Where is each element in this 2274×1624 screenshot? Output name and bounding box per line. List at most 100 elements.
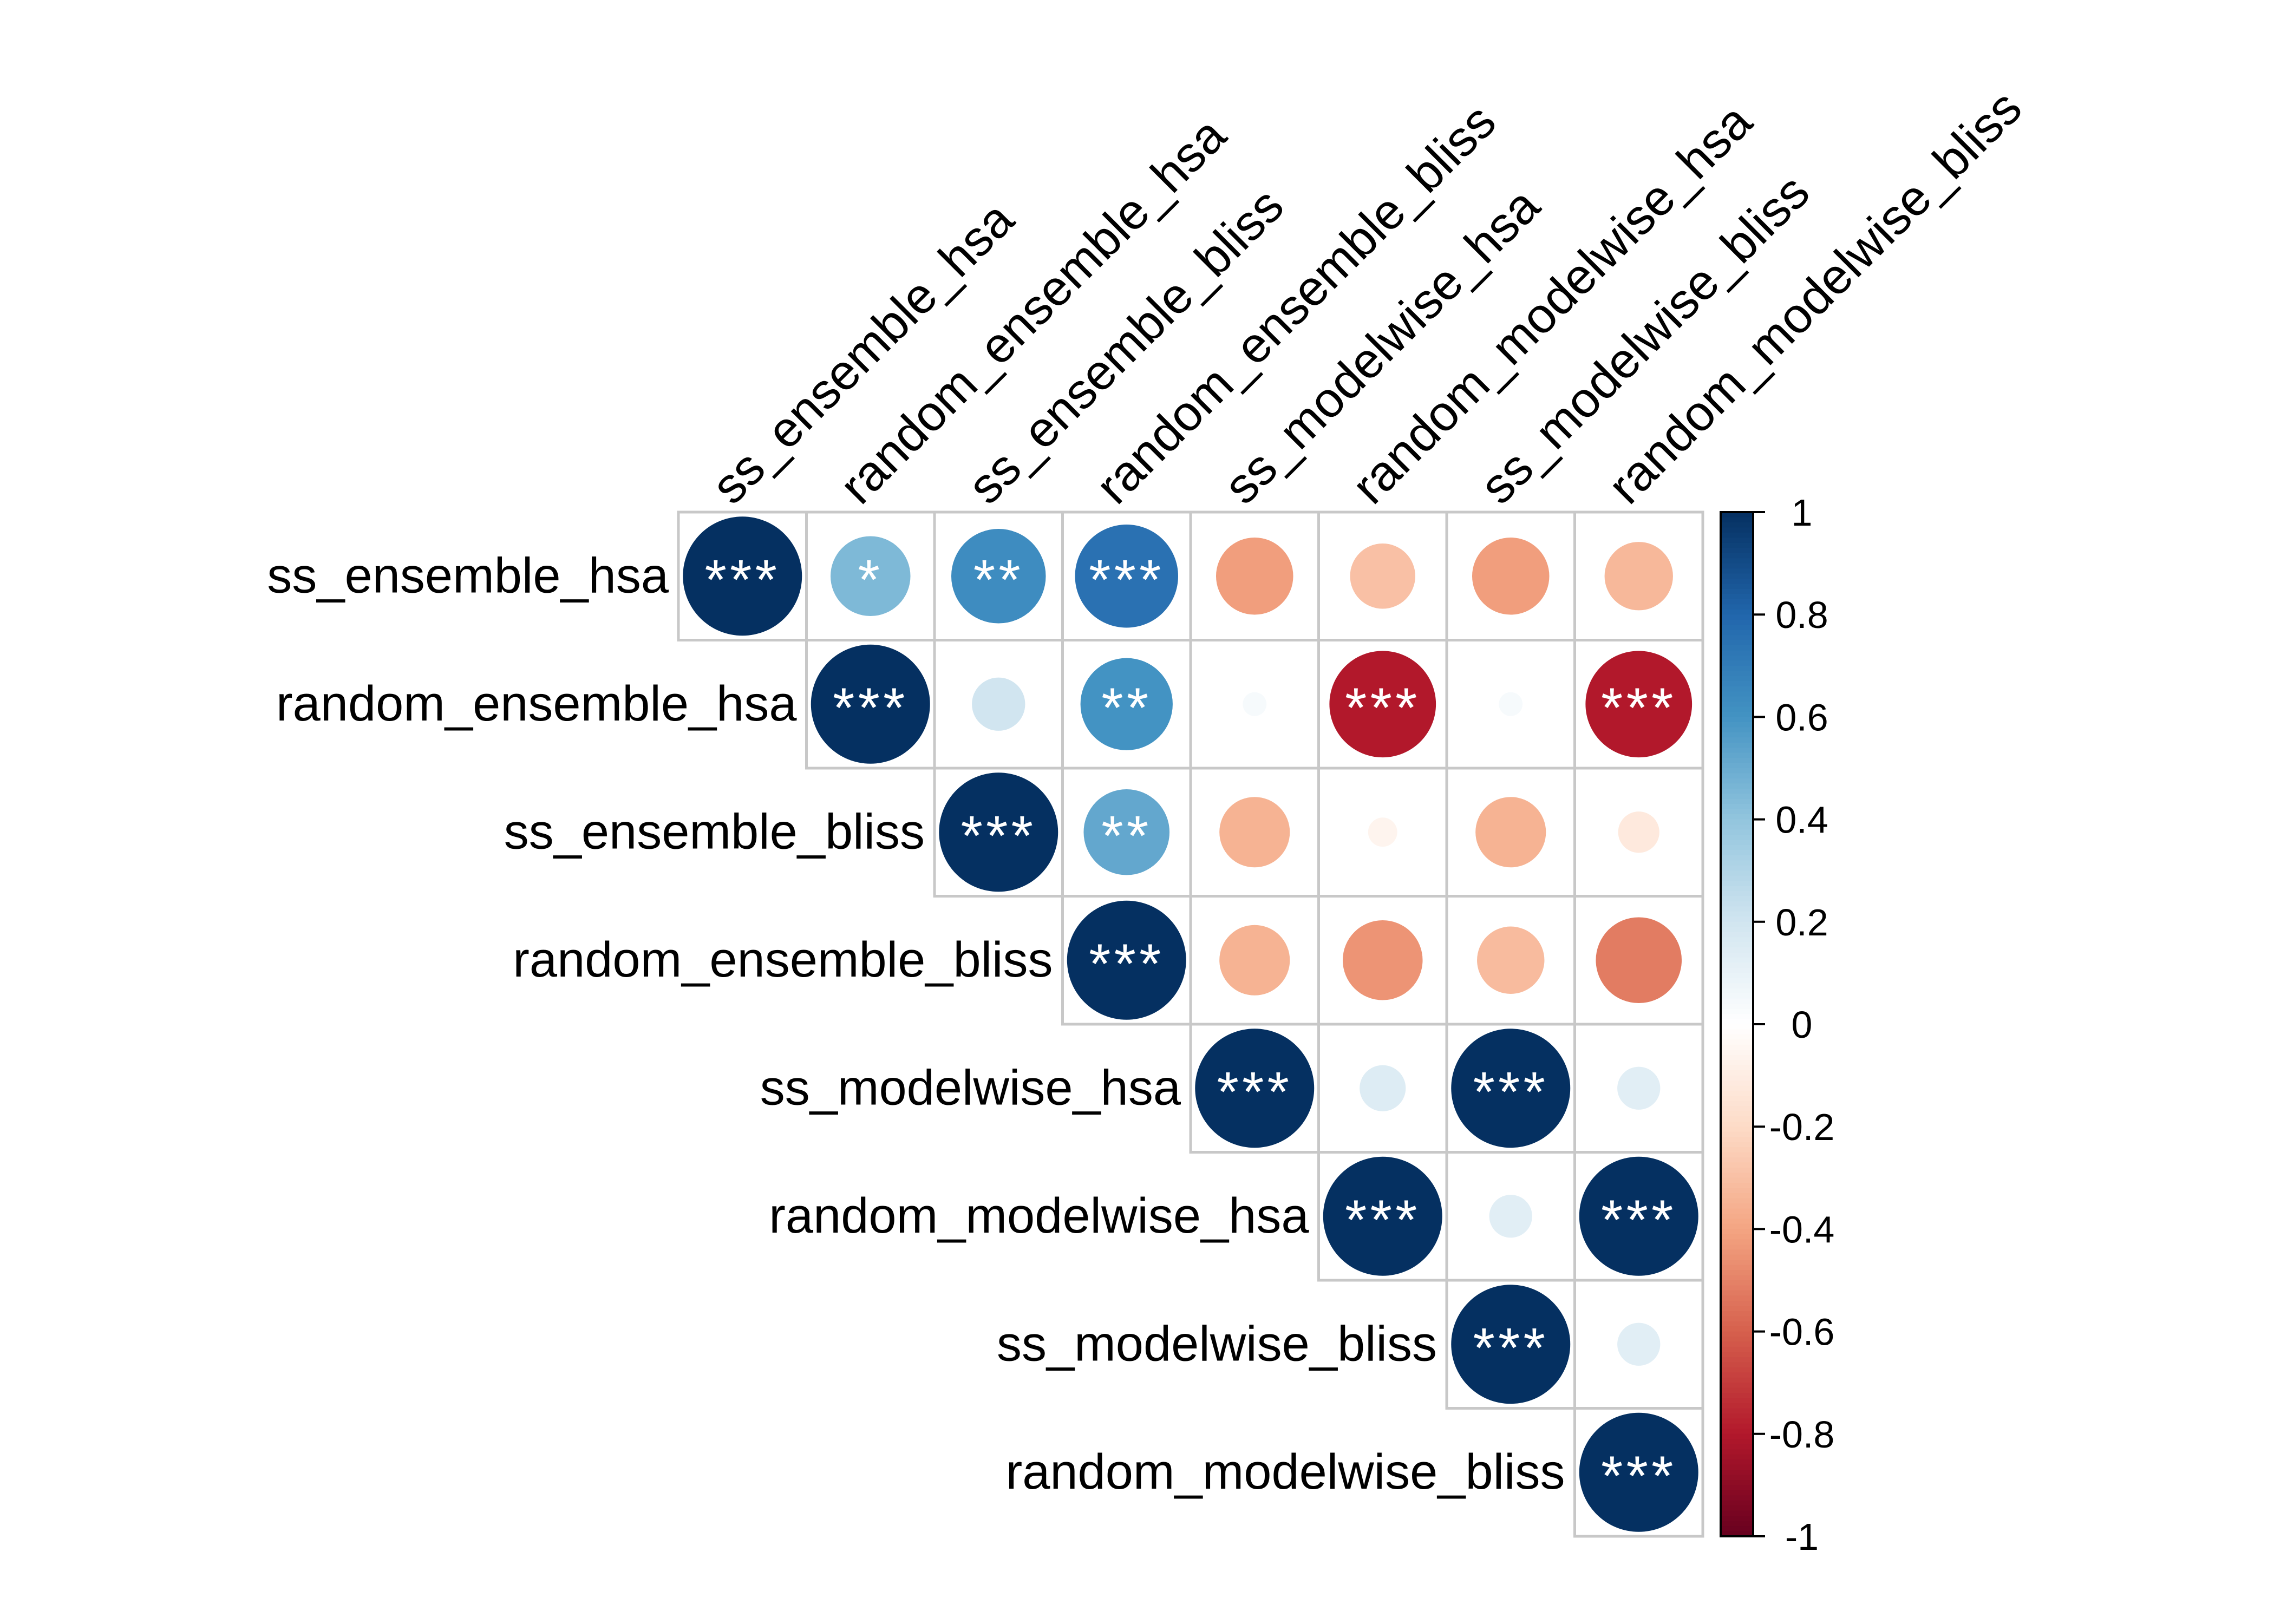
colorbar-segment	[1721, 727, 1753, 733]
colorbar-segment	[1721, 1429, 1753, 1435]
colorbar-segment	[1721, 548, 1753, 554]
colorbar-segment	[1721, 604, 1753, 610]
colorbar-segment	[1721, 748, 1753, 754]
circle-layer: *** * ** ****** ** *** ****** ******** ****** ***…	[683, 516, 1698, 1532]
colorbar-segment	[1721, 1321, 1753, 1327]
significance-stars: ***	[1601, 677, 1676, 739]
colorbar-segment	[1721, 1019, 1753, 1025]
colorbar-segment	[1721, 614, 1753, 620]
colorbar-segment	[1721, 1290, 1753, 1296]
colorbar-segment	[1721, 1357, 1753, 1363]
colorbar-segment	[1721, 568, 1753, 574]
colorbar-segment	[1721, 1004, 1753, 1010]
colorbar-segment	[1721, 609, 1753, 615]
colorbar-segment	[1721, 573, 1753, 579]
colorbar-segment	[1721, 542, 1753, 549]
colorbar-segment	[1721, 1183, 1753, 1189]
colorbar-tick-label: -0.6	[1769, 1311, 1835, 1353]
row-label: random_ensemble_bliss	[513, 932, 1053, 987]
corr-circle	[1342, 920, 1423, 1000]
significance-stars: ***	[1345, 677, 1420, 739]
colorbar-segment	[1721, 686, 1753, 692]
colorbar-segment	[1721, 1433, 1753, 1440]
colorbar-segment	[1721, 706, 1753, 712]
colorbar-segment	[1721, 1203, 1753, 1209]
colorbar-segment	[1721, 1229, 1753, 1235]
colorbar-segment	[1721, 660, 1753, 666]
colorbar-segment	[1721, 1495, 1753, 1501]
colorbar-segment	[1721, 527, 1753, 533]
colorbar-segment	[1721, 512, 1753, 518]
significance-stars: ***	[1089, 933, 1164, 996]
colorbar-segment	[1721, 532, 1753, 539]
colorbar-segment	[1721, 952, 1753, 959]
colorbar-segment	[1721, 1244, 1753, 1250]
colorbar-segment	[1721, 1121, 1753, 1128]
colorbar-segment	[1721, 840, 1753, 846]
colorbar-segment	[1721, 1111, 1753, 1117]
colorbar-segment	[1721, 635, 1753, 641]
row-label: ss_modelwise_hsa	[760, 1060, 1181, 1115]
colorbar-segment	[1721, 558, 1753, 564]
colorbar-segment	[1721, 1127, 1753, 1132]
colorbar-segment	[1721, 1142, 1753, 1148]
colorbar-segment	[1721, 671, 1753, 677]
colorbar-segment	[1721, 927, 1753, 933]
colorbar-segment	[1721, 962, 1753, 968]
significance-stars: **	[1101, 677, 1152, 739]
grid-layer	[677, 510, 1704, 1538]
significance-stars: ***	[1601, 1189, 1676, 1252]
colorbar-segment	[1721, 594, 1753, 600]
colorbar-segment	[1721, 1346, 1753, 1353]
significance-stars: ***	[1217, 1060, 1292, 1123]
colorbar-segment	[1721, 1398, 1753, 1404]
row-label: random_modelwise_hsa	[769, 1188, 1309, 1243]
colorbar-segment	[1721, 1014, 1753, 1020]
colorbar-segment	[1721, 1459, 1753, 1465]
colorbar-segment	[1721, 875, 1753, 882]
colorbar-segment	[1721, 1383, 1753, 1389]
colorbar-tick-label: 0.6	[1775, 696, 1828, 738]
colorbar-segment	[1721, 1167, 1753, 1174]
colorbar-segment	[1721, 640, 1753, 646]
colorbar-segment	[1721, 1065, 1753, 1071]
colorbar-segment	[1721, 732, 1753, 738]
colorbar-segment	[1721, 655, 1753, 662]
colorbar-segment	[1721, 834, 1753, 841]
significance-stars: ***	[833, 677, 908, 739]
colorbar-segment	[1721, 947, 1753, 953]
colorbar-segment	[1721, 886, 1753, 892]
corr-circle	[1604, 542, 1673, 611]
corr-circle	[1585, 651, 1693, 758]
row-label: ss_ensemble_hsa	[267, 548, 669, 603]
colorbar-segment	[1721, 1131, 1753, 1138]
colorbar-segment	[1721, 1500, 1753, 1507]
colorbar-segment	[1721, 1326, 1753, 1332]
corr-circle	[951, 528, 1046, 624]
colorbar-segment	[1721, 1516, 1753, 1522]
colorbar-segment	[1721, 1367, 1753, 1373]
colorbar-segment	[1721, 1444, 1753, 1450]
corr-circle	[1617, 1322, 1661, 1366]
colorbar-segment	[1721, 865, 1753, 872]
colorbar-segment	[1721, 998, 1753, 1005]
row-label: ss_modelwise_bliss	[997, 1316, 1437, 1371]
colorbar-segment	[1721, 1521, 1753, 1527]
colorbar-segment	[1721, 1234, 1753, 1240]
colorbar-segment	[1721, 1505, 1753, 1511]
corr-circle	[811, 644, 930, 764]
colorbar-segment	[1721, 1147, 1753, 1153]
colorbar-segment	[1721, 1418, 1753, 1424]
significance-stars: ***	[1473, 1317, 1548, 1379]
colorbar-segment	[1721, 1439, 1753, 1445]
colorbar-segment	[1721, 1377, 1753, 1384]
colorbar-segment	[1721, 921, 1753, 928]
colorbar-segment	[1721, 1198, 1753, 1204]
colorbar-segment	[1721, 1454, 1753, 1461]
colorbar-segment	[1721, 798, 1753, 805]
colorbar-segment	[1721, 967, 1753, 974]
row-labels: ss_ensemble_hsa random_ensemble_hsa ss_ens…	[267, 548, 1565, 1499]
colorbar-segment	[1721, 691, 1753, 697]
colorbar-segment	[1721, 768, 1753, 774]
colorbar-segment	[1721, 1081, 1753, 1086]
